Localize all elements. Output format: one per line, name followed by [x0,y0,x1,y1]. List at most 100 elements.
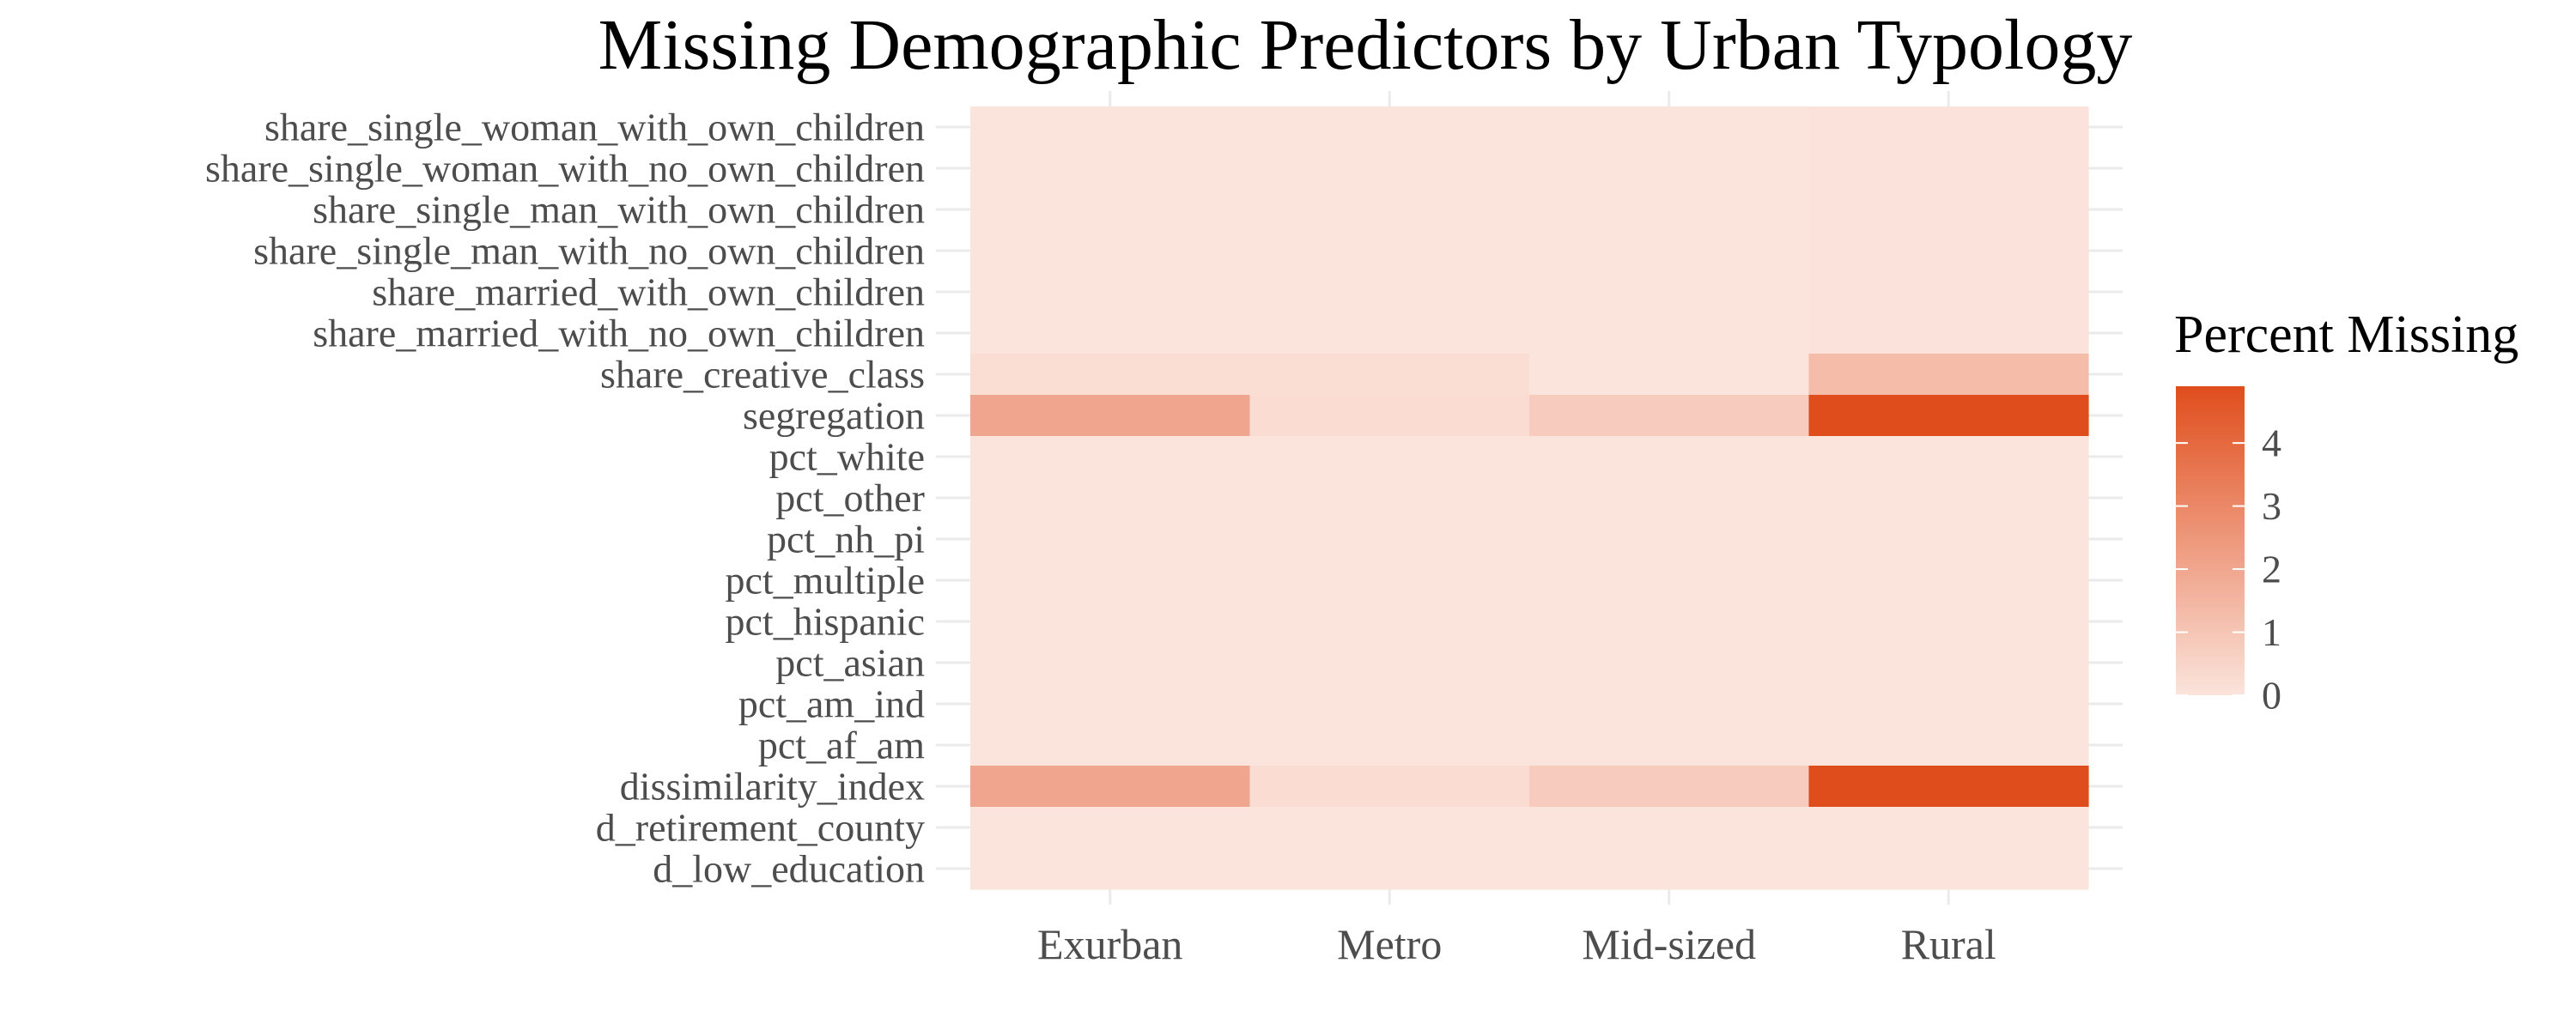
y-tick-label: share_single_man_with_own_children [313,188,925,232]
cell-layer [970,106,2089,890]
y-tick-label: pct_am_ind [738,682,925,726]
heatmap-cell [1249,642,1530,684]
heatmap-cell [1249,601,1530,643]
y-tick-label: pct_asian [775,641,925,685]
heatmap-cell [1808,518,2089,560]
y-tick-label: pct_multiple [725,559,925,603]
heatmap-cell [1529,724,1810,766]
x-tick-label: Metro [1337,920,1442,968]
heatmap-cell [970,807,1251,849]
heatmap-cell [970,848,1251,890]
y-axis-labels: share_single_woman_with_own_childrenshar… [205,106,925,891]
heatmap-cell [970,518,1251,560]
y-tick-label: share_married_with_own_children [372,270,925,314]
heatmap-cell [1529,518,1810,560]
heatmap-cell [1529,189,1810,231]
heatmap-cell [970,189,1251,231]
heatmap-cell [1529,271,1810,313]
heatmap-cell [1249,106,1530,148]
heatmap-cell [1808,766,2089,808]
heatmap-cell [1808,436,2089,478]
heatmap-cell [1529,601,1810,643]
y-tick-label: dissimilarity_index [620,765,925,809]
y-tick-label: share_married_with_no_own_children [313,312,925,355]
heatmap-cell [1808,807,2089,849]
y-tick-label: d_low_education [653,847,925,891]
heatmap-cell [1249,436,1530,478]
heatmap-cell [1529,436,1810,478]
heatmap-cell [1808,724,2089,766]
heatmap-cell [970,560,1251,602]
heatmap-cell [970,271,1251,313]
heatmap-cell [1249,766,1530,808]
heatmap-cell [970,395,1251,437]
y-tick-label: pct_other [775,476,925,520]
heatmap-cell [970,683,1251,725]
heatmap-cell [1249,189,1530,231]
y-tick-label: segregation [743,394,925,438]
heatmap-cell [1808,230,2089,272]
heatmap-cell [1529,642,1810,684]
heatmap-cell [970,477,1251,519]
x-tick-label: Rural [1901,920,1996,968]
legend-tick-label: 3 [2262,484,2281,528]
heatmap-cell [1249,230,1530,272]
heatmap-cell [970,601,1251,643]
heatmap-cell [1529,106,1810,148]
heatmap-cell [1808,189,2089,231]
legend-tick-label: 1 [2262,610,2281,654]
heatmap-cell [1529,395,1810,437]
heatmap-cell [1249,395,1530,437]
heatmap-cell [1808,642,2089,684]
x-tick-label: Mid-sized [1582,920,1756,968]
heatmap-cell [1249,312,1530,354]
heatmap-cell [1529,312,1810,354]
heatmap-cell [1808,354,2089,396]
legend-tick-label: 2 [2262,548,2281,591]
heatmap-cell [1529,148,1810,190]
heatmap-cell [1249,807,1530,849]
x-tick-label: Exurban [1037,920,1182,968]
y-tick-label: share_single_woman_with_no_own_children [205,147,925,191]
y-tick-label: pct_nh_pi [767,518,925,561]
heatmap-cell [1529,766,1810,808]
heatmap-cell [1808,106,2089,148]
heatmap-cell [1808,848,2089,890]
heatmap-cell [1249,683,1530,725]
y-tick-label: pct_af_am [758,724,925,767]
heatmap-cell [1249,271,1530,313]
y-tick-label: pct_white [769,435,925,479]
heatmap-cell [1808,271,2089,313]
legend-title: Percent Missing [2174,306,2518,364]
heatmap-cell [1529,807,1810,849]
heatmap-cell [970,642,1251,684]
legend-colorbar [2176,386,2245,695]
heatmap-cell [1529,683,1810,725]
x-axis-labels: Exurban Metro Mid-sized Rural [1037,920,1996,968]
legend-tick-label: 4 [2262,421,2281,465]
heatmap-cell [1529,477,1810,519]
heatmap-cell [970,312,1251,354]
heatmap-cell [1808,148,2089,190]
heatmap-cell [1808,560,2089,602]
y-tick-label: share_creative_class [600,353,925,397]
heatmap-cell [1249,848,1530,890]
heatmap-cell [970,724,1251,766]
heatmap-cell [970,230,1251,272]
heatmap-cell [1249,518,1530,560]
heatmap-cell [1529,354,1810,396]
heatmap-cell [970,354,1251,396]
heatmap-cell [1808,312,2089,354]
heatmap-cell [1249,477,1530,519]
heatmap-cell [1249,560,1530,602]
y-tick-label: d_retirement_county [596,806,925,850]
heatmap-cell [1808,395,2089,437]
heatmap-cell [1529,560,1810,602]
heatmap-cell [1529,848,1810,890]
heatmap-cell [970,106,1251,148]
y-tick-label: share_single_woman_with_own_children [264,106,925,149]
heatmap-cell [1808,683,2089,725]
chart-title: Missing Demographic Predictors by Urban … [598,5,2133,85]
heatmap-cell [1808,601,2089,643]
